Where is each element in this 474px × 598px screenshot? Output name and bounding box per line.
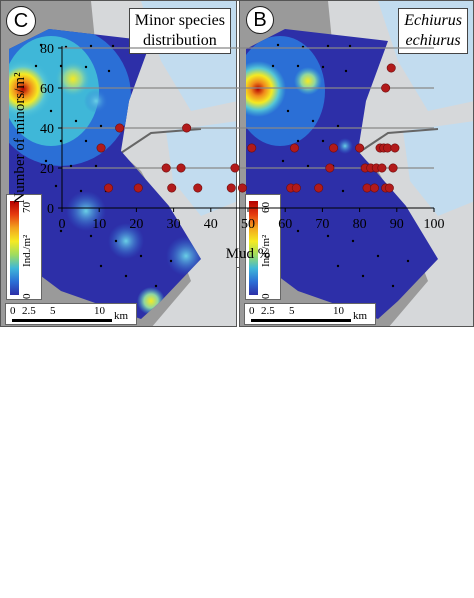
x-tick-labels: 0 10 20 30 40 50 60 70 80 90 100 <box>59 217 445 232</box>
data-point-23 <box>369 183 379 193</box>
data-point-18 <box>329 143 339 153</box>
scale-label-2-5: 2.5 <box>22 305 36 317</box>
scale-bar-b: 0 2.5 5 10 km <box>244 303 376 325</box>
data-point-16 <box>314 183 324 193</box>
map-panel-b: B Echiurus echiurus 60 Ind./m² 0 0 2.5 5… <box>239 0 474 327</box>
panel-title-b-line1: Echiurus <box>404 12 462 29</box>
data-point-8 <box>193 183 203 193</box>
data-point-0 <box>96 143 106 153</box>
color-legend-b: 60 Ind./m² 0 <box>245 194 281 300</box>
scale-label-10: 10 <box>94 305 105 317</box>
y-tick-label-80: 80 <box>40 42 54 57</box>
data-point-14 <box>289 143 299 153</box>
data-point-10 <box>230 163 240 173</box>
panel-letter-b: B <box>246 6 274 34</box>
legend-min-b: 0 <box>260 293 272 300</box>
panel-title-b-line2: echiurus <box>405 32 461 49</box>
scale-bar-a: 0 2.5 5 10 km <box>5 303 137 325</box>
x-tick-label-90: 90 <box>390 217 404 232</box>
panel-title-a: Minor species distribution <box>128 8 231 54</box>
color-ramp-b <box>249 201 258 295</box>
data-point-3 <box>133 183 143 193</box>
data-point-12 <box>247 143 257 153</box>
scale-label-0: 0 <box>249 305 255 317</box>
scale-label-0: 0 <box>10 305 16 317</box>
data-point-11 <box>237 183 247 193</box>
scatter-plot: 0 10 20 30 40 50 60 70 80 90 100 0 20 40 60 80 Mud % N… <box>12 42 445 262</box>
x-tick-label-70: 70 <box>315 217 329 232</box>
data-point-7 <box>182 123 192 133</box>
x-tick-label-60: 60 <box>278 217 292 232</box>
data-point-34 <box>390 143 400 153</box>
data-point-33 <box>388 163 398 173</box>
data-point-29 <box>381 83 391 93</box>
scatter-panel-c: 0 10 20 30 40 50 60 70 80 90 100 0 20 40 60 80 Mud % N… <box>0 0 474 268</box>
data-point-2 <box>115 123 125 133</box>
x-tick-label-10: 10 <box>92 217 106 232</box>
y-tick-labels: 0 20 40 60 80 <box>40 42 54 217</box>
data-point-31 <box>384 183 394 193</box>
scale-unit-b: km <box>353 310 368 322</box>
data-point-21 <box>362 183 372 193</box>
panel-title-a-line1: Minor species <box>134 12 225 29</box>
x-tick-label-80: 80 <box>353 217 367 232</box>
map-panel-a: A Minor species distribution 70 Ind./m² … <box>0 0 237 327</box>
data-point-4 <box>161 163 171 173</box>
panel-title-b: Echiurus echiurus <box>398 8 468 54</box>
axes <box>58 46 435 212</box>
x-tick-label-100: 100 <box>424 217 445 232</box>
scale-label-10: 10 <box>333 305 344 317</box>
scale-unit-a: km <box>114 310 129 322</box>
data-point-17 <box>325 163 335 173</box>
data-point-26 <box>377 163 387 173</box>
data-point-9 <box>226 183 236 193</box>
y-tick-label-40: 40 <box>40 122 54 137</box>
panel-letter-c: C <box>6 6 36 36</box>
data-point-30 <box>382 143 392 153</box>
data-point-32 <box>386 63 396 73</box>
x-tick-label-50: 50 <box>241 217 255 232</box>
color-ramp-a <box>10 201 19 295</box>
x-tick-label-20: 20 <box>129 217 143 232</box>
color-legend-a: 70 Ind./m² 0 <box>6 194 42 300</box>
data-point-1 <box>104 183 114 193</box>
scale-line-a <box>12 319 112 322</box>
y-tick-label-60: 60 <box>40 82 54 97</box>
legend-min-a: 0 <box>21 293 33 300</box>
data-point-15 <box>291 183 301 193</box>
data-points <box>96 63 400 193</box>
x-tick-label-40: 40 <box>204 217 218 232</box>
y-axis-label: Number of minors/m² <box>12 72 28 204</box>
scale-label-2-5: 2.5 <box>261 305 275 317</box>
data-point-5 <box>167 183 177 193</box>
y-tick-label-20: 20 <box>40 162 54 177</box>
scale-line-b <box>251 319 351 322</box>
y-tick-label-0: 0 <box>47 202 54 217</box>
data-point-19 <box>355 143 365 153</box>
data-point-6 <box>176 163 186 173</box>
x-tick-label-0: 0 <box>59 217 66 232</box>
panel-title-a-line2: distribution <box>143 32 217 49</box>
scale-label-5: 5 <box>289 305 295 317</box>
x-axis-label: Mud % <box>226 246 271 262</box>
x-tick-label-30: 30 <box>167 217 181 232</box>
scale-label-5: 5 <box>50 305 56 317</box>
